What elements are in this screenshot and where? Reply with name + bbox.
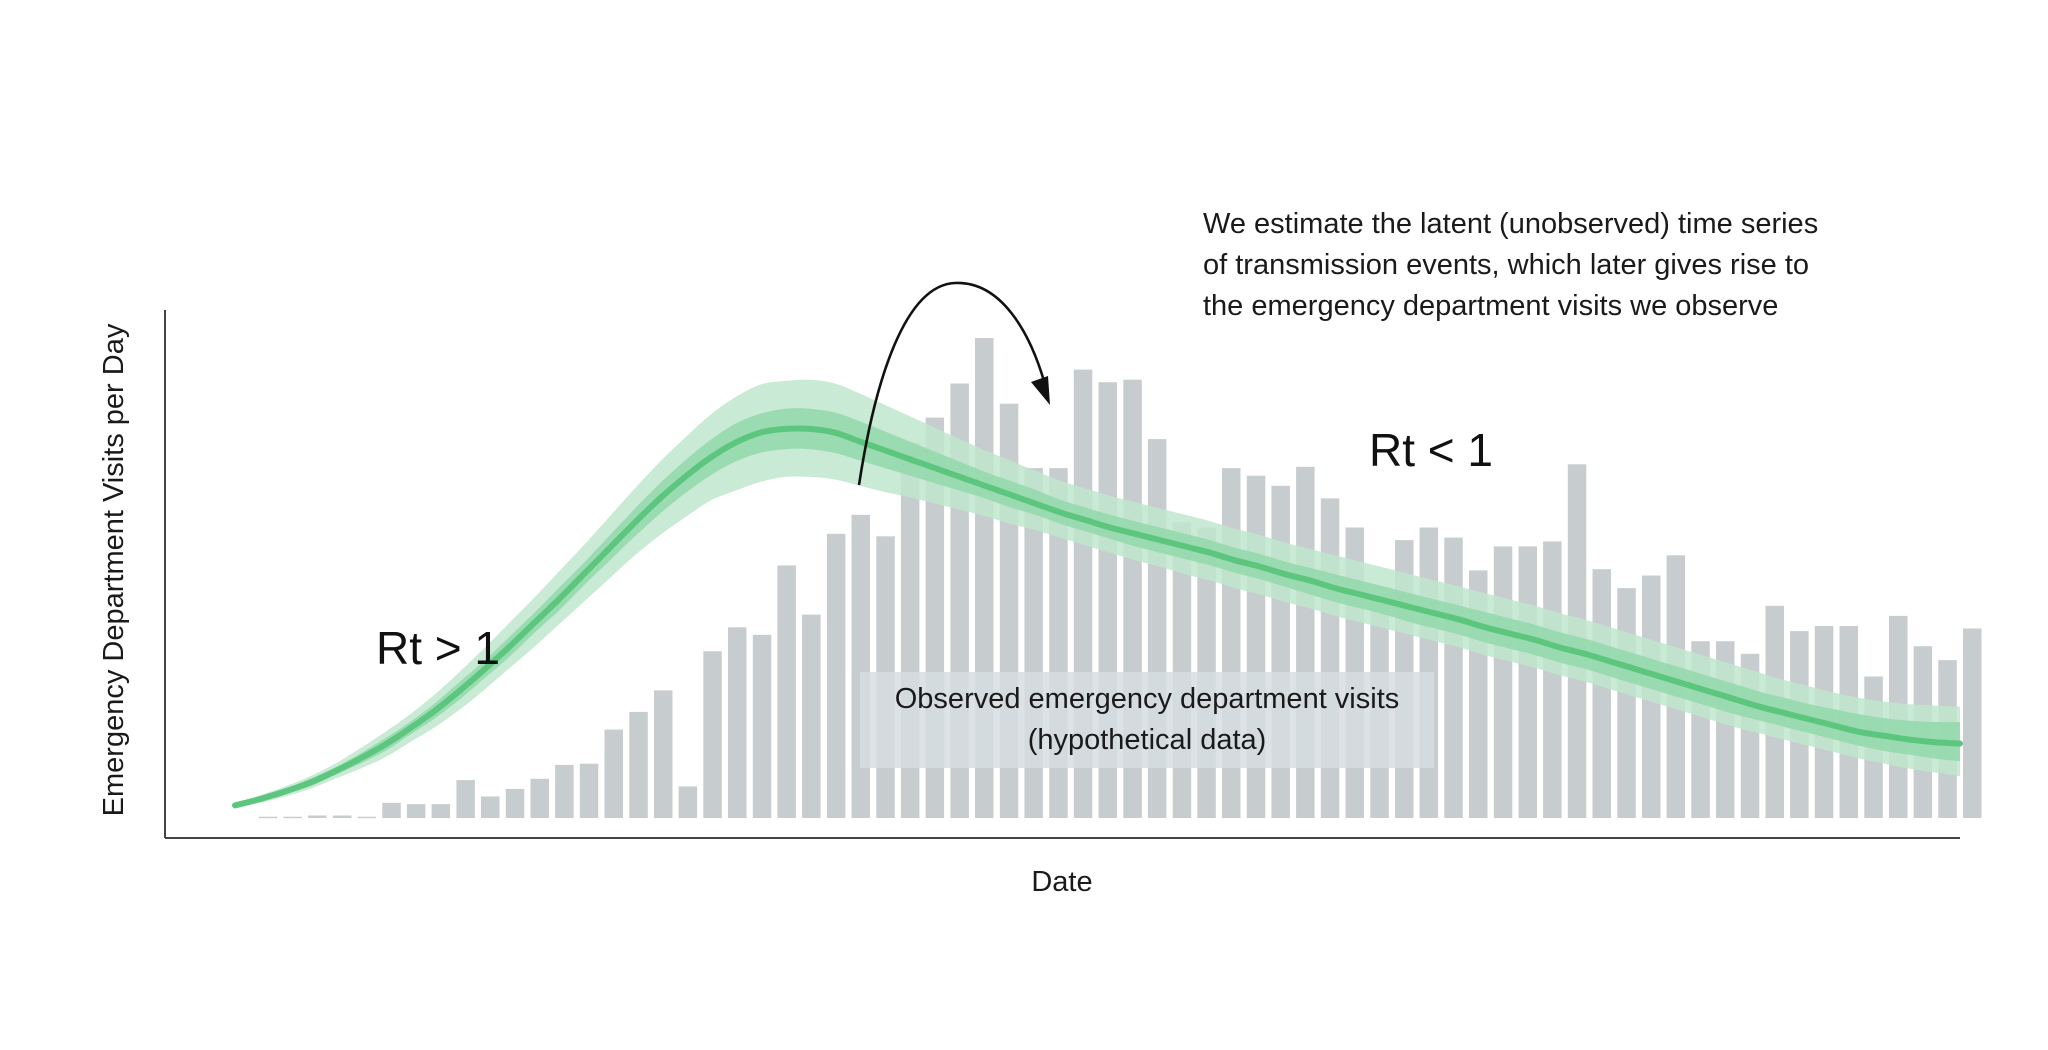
observed-label-line2: (hypothetical data) [1028, 724, 1267, 756]
bar-20 [752, 634, 772, 818]
bar-18 [703, 651, 722, 818]
bar-6 [406, 804, 426, 818]
bar-69 [1963, 628, 1982, 818]
bar-41 [1271, 485, 1290, 818]
bar-43 [1320, 498, 1340, 818]
bar-3 [332, 815, 352, 818]
transmission-arrow [857, 281, 1048, 486]
annotation-note-line1: We estimate the latent (unobserved) time… [1203, 208, 1818, 240]
bar-4 [357, 816, 377, 819]
annotation-note-line3: the emergency department visits we obser… [1203, 290, 1778, 322]
bar-15 [629, 711, 648, 818]
bar-13 [579, 763, 599, 818]
bar-5 [382, 802, 401, 818]
observed-label-line1: Observed emergency department visits [895, 683, 1400, 715]
bar-23 [826, 533, 846, 818]
bar-52 [1543, 541, 1562, 818]
bar-9 [481, 796, 500, 818]
y-axis-title: Emergency Department Visits per Day [98, 323, 130, 816]
bar-14 [604, 729, 623, 818]
bar-16 [654, 690, 673, 818]
bar-0 [258, 816, 278, 819]
bar-21 [777, 565, 796, 818]
bar-50 [1493, 546, 1513, 818]
bar-11 [530, 778, 549, 818]
bar-7 [431, 804, 451, 818]
bar-12 [555, 764, 574, 818]
estimate-bands [232, 379, 1963, 809]
annotation-note-line2: of transmission events, which later give… [1203, 249, 1809, 281]
estimate-inner-band [235, 408, 1960, 807]
bar-24 [851, 514, 870, 818]
bar-10 [505, 788, 525, 818]
observed-label-box [860, 672, 1434, 768]
bar-8 [456, 780, 475, 818]
bar-54 [1592, 569, 1611, 818]
bar-1 [283, 816, 302, 819]
x-axis-title: Date [1031, 866, 1092, 898]
transmission-arrow-head [1031, 376, 1050, 405]
bar-19 [728, 627, 747, 818]
bar-55 [1617, 588, 1636, 818]
bar-2 [308, 815, 327, 818]
bar-48 [1444, 537, 1463, 818]
bar-22 [802, 614, 821, 818]
rt-greater-than-one-label: Rt > 1 [376, 622, 500, 674]
bar-17 [678, 786, 698, 818]
bar-51 [1518, 546, 1537, 818]
estimate-median-line [232, 425, 1963, 809]
rt-less-than-one-label: Rt < 1 [1369, 424, 1493, 476]
